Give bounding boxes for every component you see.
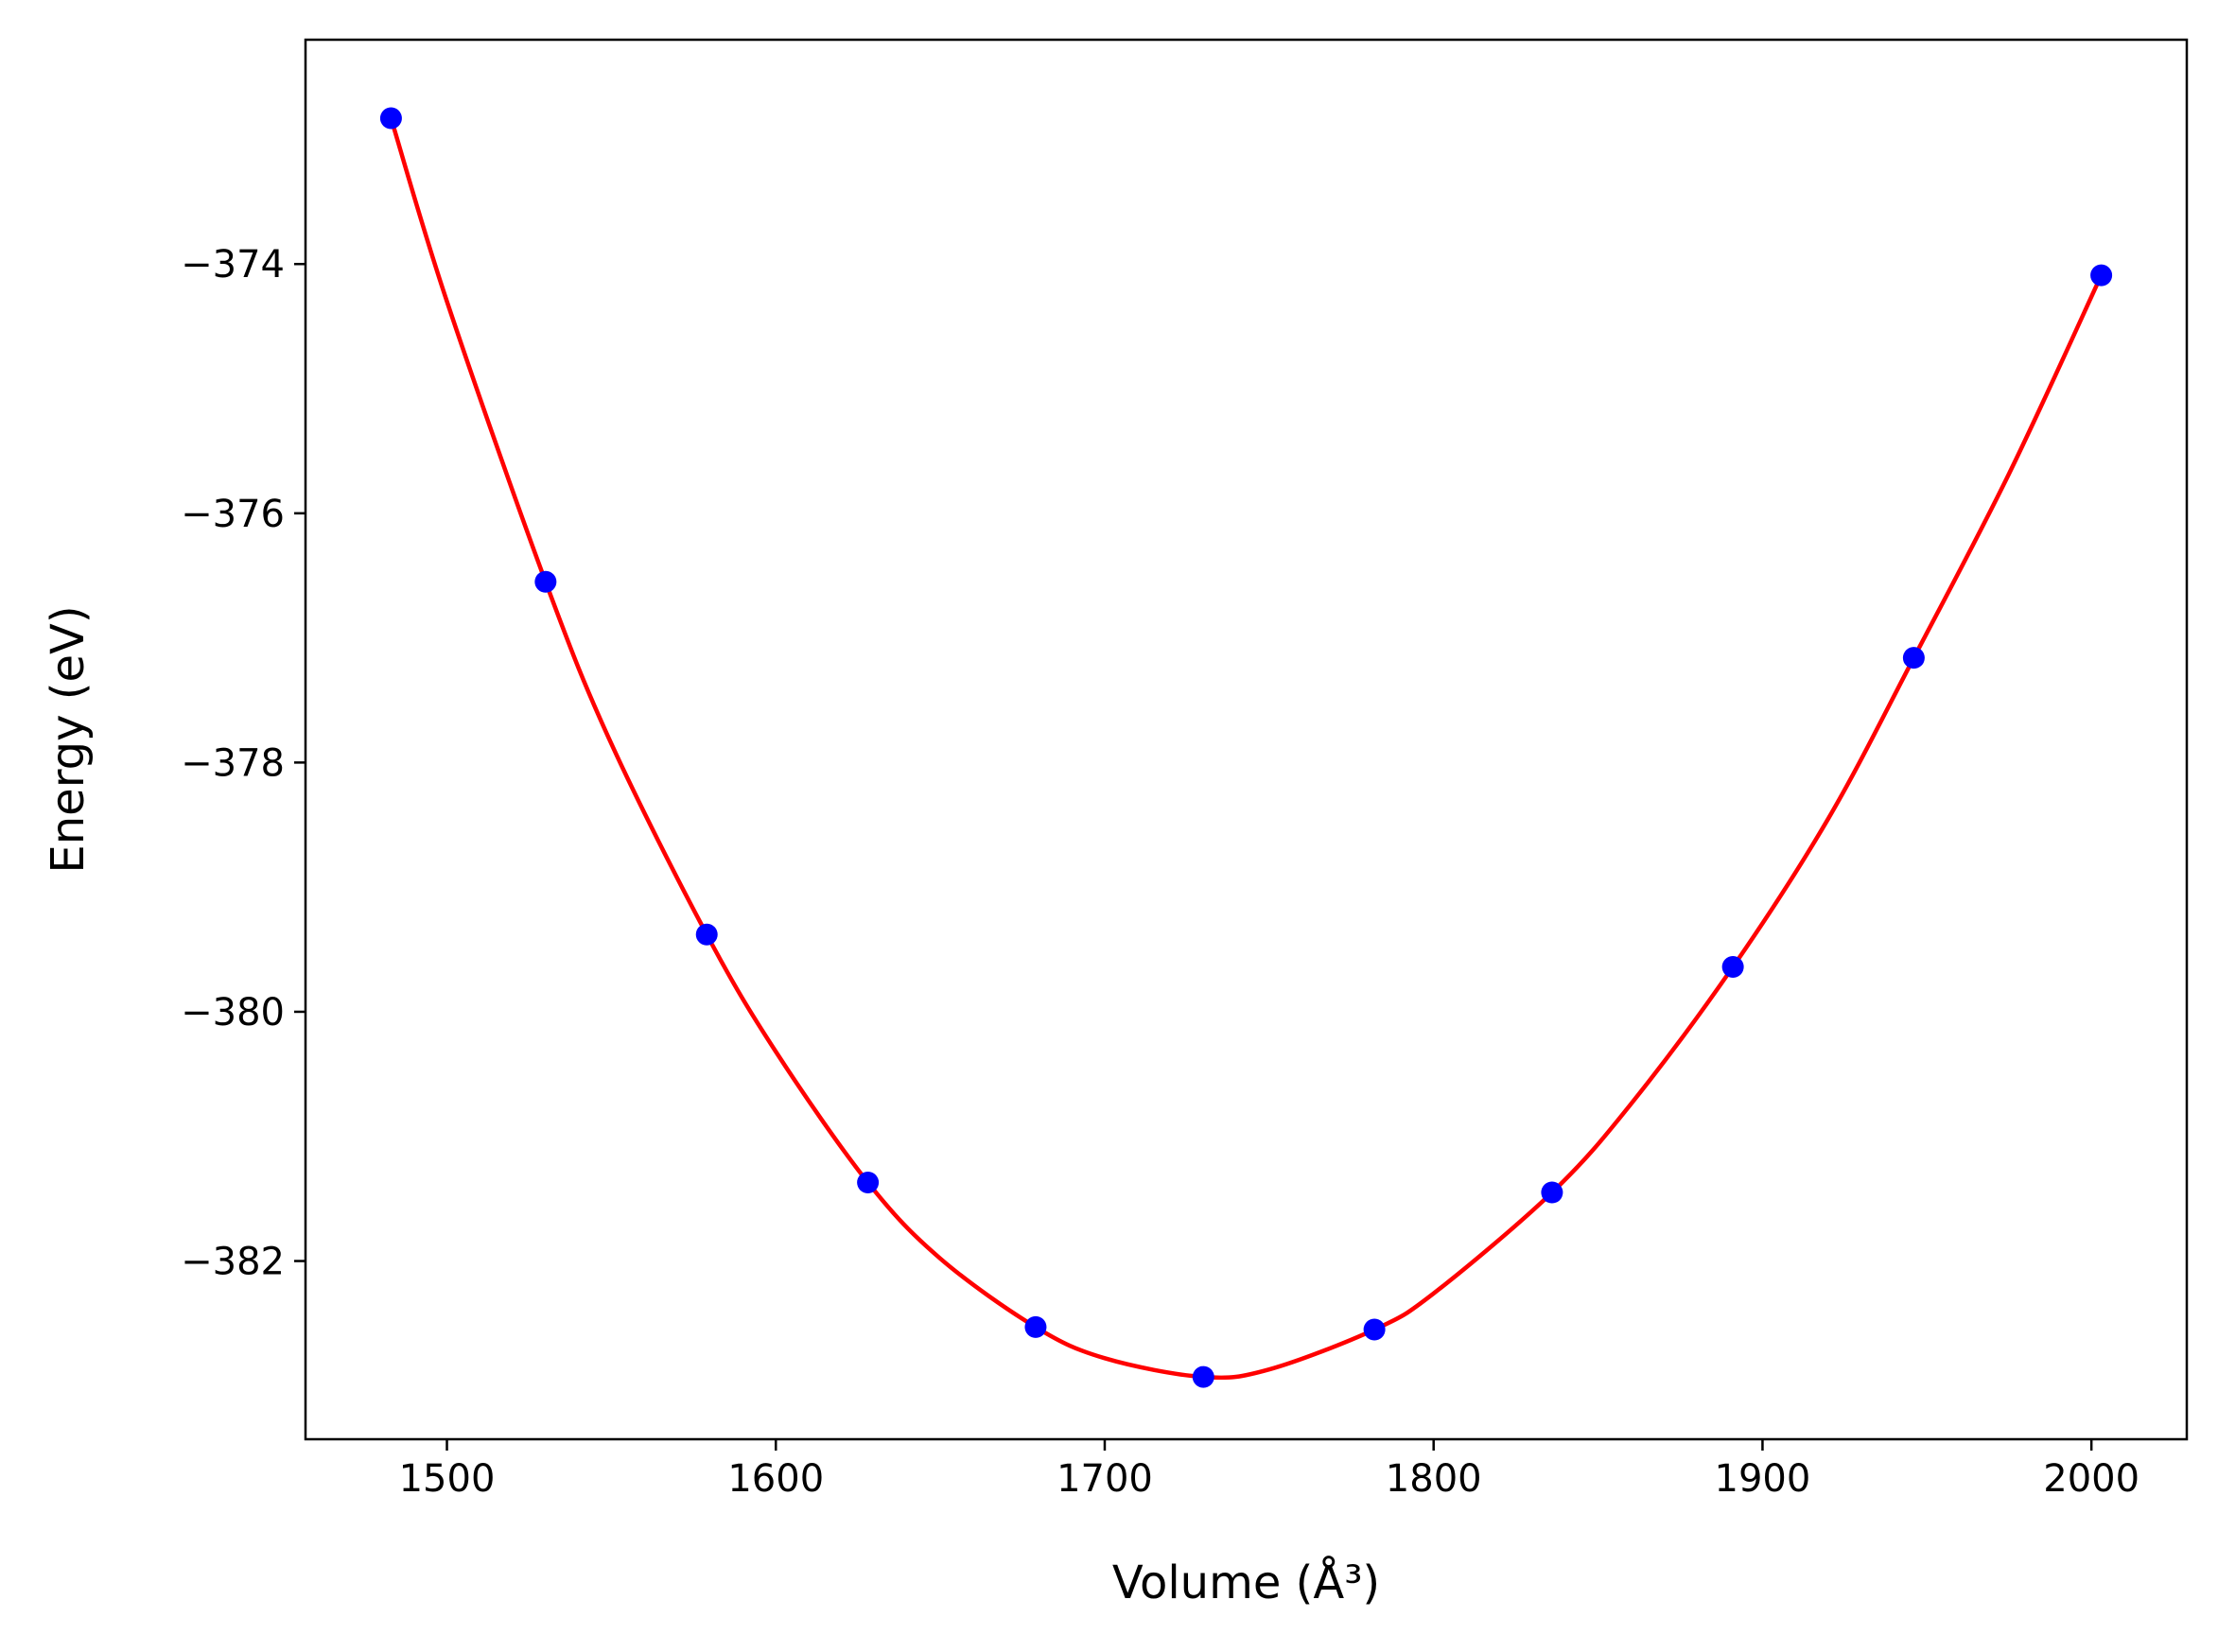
x-tick-label: 1500 <box>399 1457 496 1501</box>
fit-curve-line <box>389 117 2104 1381</box>
y-axis-label: Energy (eV) <box>42 605 95 873</box>
data-point <box>534 570 557 593</box>
y-axis: −374 −376 −378 −380 −382 <box>181 243 306 1284</box>
data-point <box>1721 956 1744 979</box>
y-tick-label: −382 <box>181 1241 285 1284</box>
data-point <box>1363 1318 1386 1341</box>
x-tick-label: 1800 <box>1386 1457 1482 1501</box>
data-point <box>695 923 718 946</box>
data-point <box>857 1172 880 1194</box>
y-tick-label: −374 <box>181 243 285 287</box>
data-point <box>2090 264 2113 287</box>
y-tick-label: −376 <box>181 493 285 536</box>
x-axis-label: Volume (Å³) <box>1112 1556 1380 1609</box>
data-point <box>1024 1315 1047 1338</box>
plot-layer <box>379 107 2113 1388</box>
data-point <box>1541 1181 1563 1204</box>
y-tick-label: −380 <box>181 991 285 1035</box>
plot-frame <box>304 38 2189 1441</box>
x-tick-label: 1700 <box>1057 1457 1153 1501</box>
x-tick-label: 2000 <box>2043 1457 2139 1501</box>
data-point <box>1192 1365 1214 1388</box>
data-point <box>1902 647 1925 669</box>
x-tick-label: 1600 <box>727 1457 824 1501</box>
y-tick-label: −378 <box>181 741 285 785</box>
x-tick-label: 1900 <box>1715 1457 1811 1501</box>
x-axis: 1500 1600 1700 1800 1900 2000 <box>399 1439 2139 1501</box>
data-point <box>379 107 402 130</box>
